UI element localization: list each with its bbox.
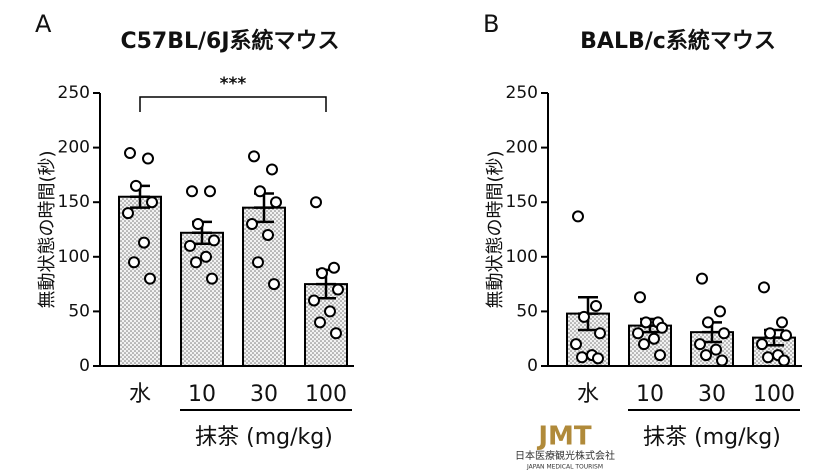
watermark-name: 日本医療観光株式会社: [515, 449, 615, 462]
y-tick-label: 150: [58, 192, 90, 212]
data-point: [146, 196, 158, 209]
x-tick-label: 水: [129, 382, 151, 407]
data-point: [758, 281, 770, 294]
x-tick-label: 100: [753, 382, 795, 407]
y-tick-label: 50: [68, 301, 90, 321]
data-point: [776, 316, 788, 329]
data-point: [246, 218, 258, 231]
data-point: [632, 327, 644, 340]
data-point: [778, 354, 790, 367]
data-point: [694, 338, 706, 351]
data-point: [316, 267, 328, 280]
data-point: [184, 239, 196, 252]
data-point: [308, 294, 320, 307]
x-tick-label: 30: [698, 382, 726, 407]
data-point: [700, 349, 712, 362]
chart-title: C57BL/6J系統マウス: [120, 28, 339, 54]
data-point: [710, 343, 722, 356]
panel-label: B: [483, 10, 499, 38]
x-tick-label: 10: [188, 382, 216, 407]
data-point: [314, 316, 326, 329]
data-point: [262, 228, 274, 241]
x-tick-label: 100: [305, 382, 347, 407]
data-point: [714, 305, 726, 318]
panel-label: A: [35, 10, 52, 38]
x-tick-label: 30: [250, 382, 278, 407]
data-point: [248, 150, 260, 163]
data-point: [208, 234, 220, 247]
data-point: [702, 316, 714, 329]
y-tick-label: 200: [58, 138, 90, 158]
data-point: [590, 299, 602, 312]
y-axis-label: 無動状態の時間(秒): [37, 150, 58, 308]
x-axis-label: 抹茶 (mg/kg): [643, 425, 781, 450]
data-point: [328, 261, 340, 274]
data-point: [200, 250, 212, 263]
data-point: [594, 327, 606, 340]
significance-label: ***: [220, 74, 247, 94]
data-point: [718, 327, 730, 340]
data-point: [190, 256, 202, 269]
data-point: [186, 185, 198, 198]
data-point: [142, 152, 154, 165]
data-point: [578, 310, 590, 323]
data-point: [204, 185, 216, 198]
data-point: [206, 272, 218, 285]
chart-title: BALB/c系統マウス: [580, 28, 776, 54]
y-tick-label: 150: [506, 192, 538, 212]
y-tick-label: 0: [527, 356, 538, 376]
watermark-logo: JMT: [536, 422, 592, 452]
data-point: [324, 305, 336, 318]
y-tick-label: 100: [506, 247, 538, 267]
data-point: [122, 207, 134, 220]
data-point: [570, 338, 582, 351]
data-point: [756, 338, 768, 351]
data-point: [648, 332, 660, 345]
data-point: [138, 236, 150, 249]
data-point: [128, 256, 140, 269]
data-point: [270, 196, 282, 209]
data-point: [330, 327, 342, 340]
x-axis-label: 抹茶 (mg/kg): [195, 425, 333, 450]
y-axis-label: 無動状態の時間(秒): [485, 150, 506, 308]
data-point: [332, 283, 344, 296]
data-point: [252, 256, 264, 269]
y-tick-label: 200: [506, 138, 538, 158]
data-point: [192, 218, 204, 231]
y-tick-label: 50: [516, 301, 538, 321]
data-point: [266, 163, 278, 176]
data-point: [716, 354, 728, 367]
data-point: [576, 351, 588, 364]
x-tick-label: 10: [636, 382, 664, 407]
data-point: [254, 185, 266, 198]
data-point: [656, 321, 668, 334]
y-tick-label: 250: [58, 83, 90, 103]
significance-bracket: [139, 96, 327, 112]
watermark-english: JAPAN MEDICAL TOURISM: [526, 464, 603, 471]
data-point: [640, 316, 652, 329]
data-point: [762, 351, 774, 364]
data-point: [764, 327, 776, 340]
data-point: [572, 210, 584, 223]
data-point: [634, 291, 646, 304]
data-point: [780, 329, 792, 342]
data-point: [130, 179, 142, 192]
data-point: [310, 196, 322, 209]
data-point: [638, 338, 650, 351]
data-point: [592, 352, 604, 365]
data-point: [268, 278, 280, 291]
x-tick-label: 水: [577, 382, 599, 407]
y-tick-label: 100: [58, 247, 90, 267]
data-point: [696, 272, 708, 285]
data-point: [654, 349, 666, 362]
y-tick-label: 250: [506, 83, 538, 103]
y-tick-label: 0: [79, 356, 90, 376]
data-point: [124, 147, 136, 160]
data-point: [144, 272, 156, 285]
